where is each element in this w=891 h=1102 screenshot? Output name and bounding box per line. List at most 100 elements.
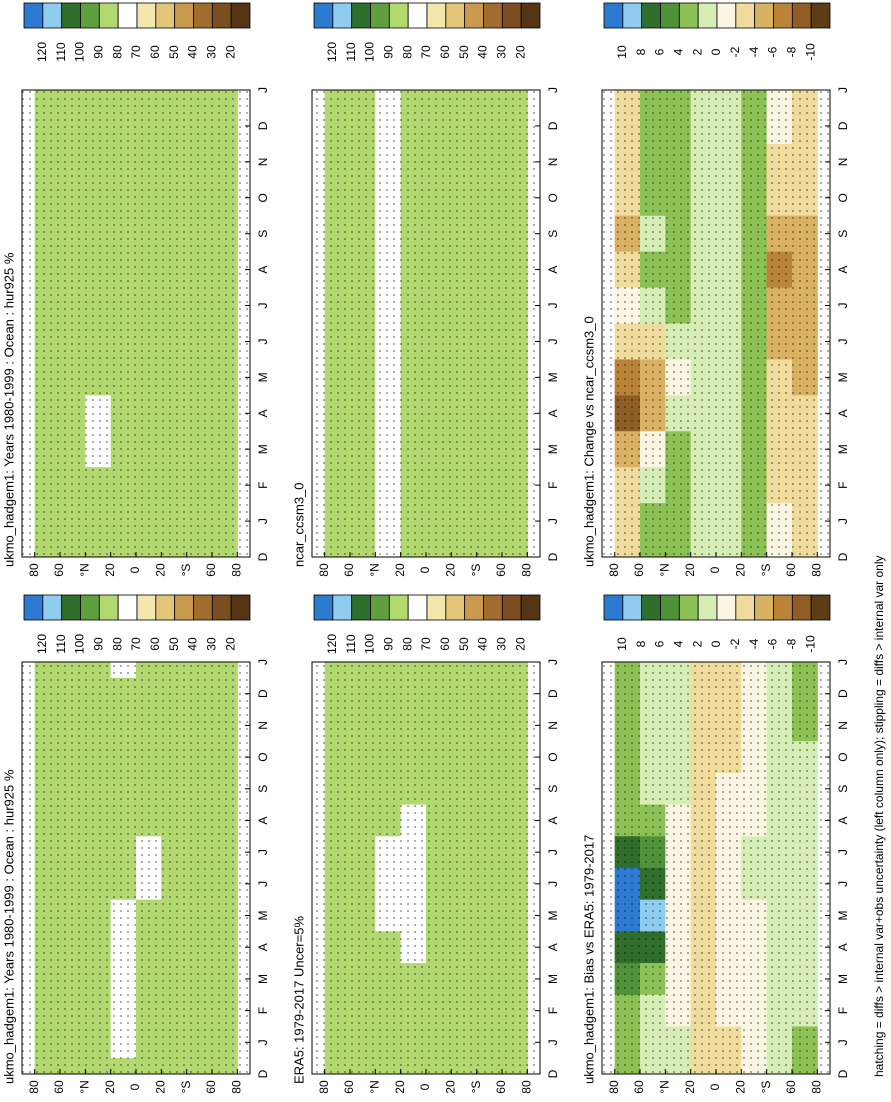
y-tick-label: 20 — [683, 563, 697, 577]
x-tick-label: M — [546, 911, 560, 921]
colorbar-label: 100 — [363, 634, 377, 654]
y-tick-label: 60 — [494, 563, 508, 577]
colorbar-box — [735, 594, 756, 621]
colorbar-box — [23, 2, 44, 29]
colorbar-label: 90 — [382, 45, 396, 59]
colorbar-label: -2 — [728, 46, 742, 57]
y-tick-label: 60 — [204, 563, 218, 577]
colorbar-label: -4 — [747, 638, 761, 649]
colorbar-box — [520, 594, 541, 621]
x-tick-label: N — [256, 721, 270, 730]
x-tick-label: O — [256, 193, 270, 202]
colorbar-box — [230, 2, 251, 29]
stipple-overlay — [602, 90, 830, 557]
colorbar-box — [622, 2, 643, 29]
x-tick-label: S — [836, 785, 850, 793]
colorbar-label: 90 — [92, 45, 106, 59]
x-tick-label: D — [256, 689, 270, 698]
x-tick-label: D — [546, 1069, 560, 1078]
colorbar-box — [501, 2, 522, 29]
colorbar-label: 40 — [186, 637, 200, 651]
colorbar-box — [464, 2, 484, 29]
colorbar-box — [174, 594, 194, 621]
y-tick-label: 20 — [444, 563, 458, 577]
x-tick-label: D — [256, 121, 270, 130]
x-tick-label: M — [256, 974, 270, 984]
x-tick-label: S — [836, 230, 850, 238]
colorbar-label: 60 — [438, 45, 452, 59]
colorbar-label: 100 — [73, 634, 87, 654]
x-tick-label: D — [256, 1069, 270, 1078]
y-tick-label: 20 — [734, 1080, 748, 1094]
y-tick-label: 60 — [342, 1080, 356, 1094]
y-tick-label: 0 — [128, 566, 142, 573]
y-tick-label: °N — [368, 1080, 382, 1093]
colorbar-box — [641, 594, 661, 621]
colorbar-label: 2 — [690, 640, 704, 647]
colorbar-box — [716, 594, 737, 621]
colorbar-box — [313, 594, 334, 621]
colorbar-box — [697, 2, 718, 29]
colorbar-label: 90 — [382, 637, 396, 651]
x-tick-label: J — [256, 659, 270, 665]
x-tick-label: A — [256, 816, 270, 824]
colorbar-box — [80, 594, 100, 621]
colorbar-label: 80 — [400, 637, 414, 651]
colorbar-label: 40 — [476, 45, 490, 59]
colorbar-label: 120 — [35, 634, 49, 654]
y-tick-label: 20 — [683, 1080, 697, 1094]
colorbar-box — [426, 2, 447, 29]
y-tick-label: 20 — [393, 563, 407, 577]
x-tick-label: A — [546, 816, 560, 824]
x-tick-label: D — [546, 121, 560, 130]
colorbar-box — [193, 594, 213, 621]
colorbar-box — [697, 594, 718, 621]
x-tick-label: A — [836, 816, 850, 824]
x-tick-label: D — [546, 552, 560, 561]
colorbar-box — [445, 2, 466, 29]
panel-title: ncar_ccsm3_0 — [291, 482, 306, 567]
x-tick-label: N — [836, 158, 850, 167]
x-tick-label: F — [256, 1007, 270, 1014]
colorbar-label: 30 — [205, 45, 219, 59]
colorbar-box — [388, 594, 409, 621]
colorbar-label: 100 — [363, 42, 377, 62]
x-tick-label: J — [256, 303, 270, 309]
y-tick-label: 0 — [418, 1083, 432, 1090]
x-tick-label: O — [546, 193, 560, 202]
colorbar-label: 60 — [148, 45, 162, 59]
x-tick-label: D — [836, 552, 850, 561]
x-tick-label: F — [546, 1007, 560, 1014]
colorbar-box — [42, 594, 63, 621]
y-tick-label: 20 — [393, 1080, 407, 1094]
y-tick-label: 20 — [444, 1080, 458, 1094]
colorbar-label: 30 — [205, 637, 219, 651]
colorbar-label: 8 — [634, 640, 648, 647]
x-tick-label: M — [836, 444, 850, 454]
x-tick-label: M — [256, 444, 270, 454]
colorbar-label: 70 — [419, 45, 433, 59]
y-tick-label: 80 — [810, 563, 824, 577]
stipple-overlay — [312, 662, 540, 1074]
y-tick-label: 20 — [154, 1080, 168, 1094]
colorbar-box — [136, 594, 157, 621]
y-tick-label: °S — [469, 1081, 483, 1094]
colorbar-box — [407, 2, 428, 29]
colorbar-label: 2 — [690, 48, 704, 55]
x-tick-label: J — [546, 518, 560, 524]
colorbar-box — [61, 594, 81, 621]
colorbar-box — [332, 2, 353, 29]
colorbar-label: 40 — [476, 637, 490, 651]
colorbar-box — [678, 2, 699, 29]
colorbar-label: 110 — [54, 42, 68, 61]
x-tick-label: J — [546, 303, 560, 309]
colorbar-label: 40 — [186, 45, 200, 59]
x-tick-label: J — [546, 659, 560, 665]
y-tick-label: 60 — [52, 563, 66, 577]
y-tick-label: °S — [179, 1081, 193, 1094]
colorbar-box — [754, 594, 774, 621]
y-tick-label: °N — [658, 563, 672, 576]
y-tick-label: 60 — [632, 563, 646, 577]
colorbar-box — [773, 594, 793, 621]
colorbar-box — [351, 594, 371, 621]
